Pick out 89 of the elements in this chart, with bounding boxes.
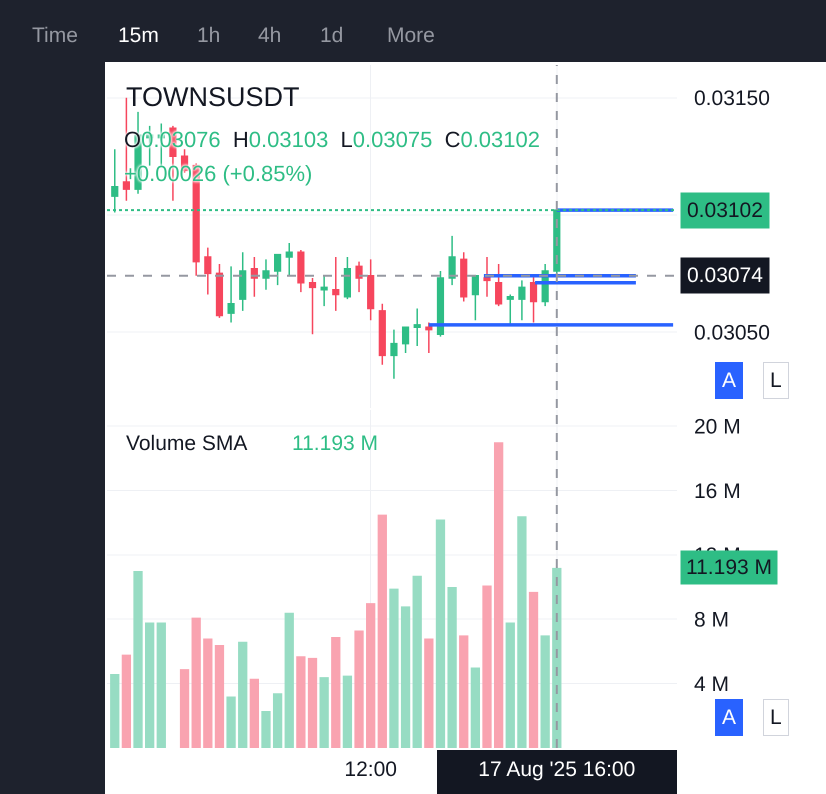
candlestick (414, 308, 421, 347)
candlestick (448, 235, 456, 286)
candlestick (483, 256, 491, 298)
bar (470, 668, 480, 748)
bar (436, 519, 446, 748)
text: Time (32, 24, 78, 47)
bar (366, 603, 376, 748)
text: A (722, 369, 736, 392)
text: 4h (258, 24, 282, 47)
text: More (387, 24, 435, 47)
text: 11.193 M (686, 556, 772, 579)
bar (203, 638, 212, 748)
ref-line-label: 0.03074 (687, 264, 764, 287)
y-tick-label: 16 M (694, 480, 741, 503)
bar (517, 516, 527, 748)
candlestick (518, 280, 526, 321)
bar (447, 587, 457, 748)
bar (272, 693, 282, 748)
bar (528, 592, 538, 748)
candlestick (495, 263, 502, 307)
bar (296, 656, 306, 748)
y-tick-label: 0.03150 (694, 87, 770, 110)
y-tick-label: 8 M (694, 608, 730, 632)
text: L (770, 369, 782, 392)
text: 1d (320, 24, 344, 47)
x-tick-label: 12:00 (344, 758, 397, 781)
candlestick (378, 303, 386, 366)
bar (459, 635, 468, 748)
bar (156, 622, 166, 748)
y-tick-label: 0.03050 (694, 321, 770, 344)
bar (284, 612, 294, 748)
candlestick (425, 322, 432, 354)
candlestick (355, 260, 363, 293)
candlestick (436, 270, 444, 338)
candlestick (332, 256, 340, 312)
text: L (770, 706, 782, 729)
bar (540, 635, 550, 748)
candlestick (367, 258, 374, 321)
bar (110, 674, 120, 748)
candlestick (286, 242, 293, 276)
candlestick (274, 254, 282, 286)
annotation: 11.193 M (292, 432, 378, 455)
bar (133, 570, 143, 748)
bar (122, 654, 132, 748)
bar (261, 710, 271, 748)
ref-line-label: 0.03102 (687, 199, 763, 222)
bar (482, 585, 492, 748)
candlestick (239, 252, 246, 312)
bar (192, 618, 201, 748)
bar (342, 676, 352, 748)
candlestick (460, 252, 468, 302)
candlestick (308, 277, 316, 335)
bar (331, 636, 340, 748)
candlestick (227, 266, 235, 324)
candlestick (320, 274, 328, 307)
candlestick (402, 326, 410, 354)
bar (494, 442, 504, 748)
text: A (722, 706, 736, 729)
bar (145, 622, 154, 748)
x-tick-label: 17 Aug '25 16:00 (478, 758, 636, 781)
bar (506, 622, 515, 748)
bar (354, 630, 364, 748)
candlestick (262, 258, 270, 291)
text: 1h (197, 24, 220, 47)
candlestick (216, 263, 224, 319)
bar (308, 658, 318, 748)
candlestick (204, 246, 212, 296)
candlestick (390, 328, 398, 380)
y-tick-label: 20 M (694, 415, 741, 438)
bar (250, 678, 259, 748)
bar (319, 677, 329, 748)
bar (226, 696, 236, 748)
bar (424, 638, 434, 748)
text: TOWNSUSDT (126, 82, 300, 112)
text: 15m (118, 24, 159, 47)
bar (180, 669, 190, 748)
y-tick-label: 4 M (694, 672, 730, 696)
bar (378, 514, 387, 748)
candlestick (506, 294, 514, 326)
bar (389, 588, 399, 748)
bar (238, 642, 248, 748)
bar (412, 576, 422, 748)
candlestick (472, 274, 479, 321)
candlestick (297, 249, 304, 293)
bar (214, 644, 224, 748)
candlestick (344, 256, 352, 300)
candlestick (530, 274, 538, 324)
bar (400, 606, 410, 748)
text: Volume SMA (126, 432, 248, 455)
